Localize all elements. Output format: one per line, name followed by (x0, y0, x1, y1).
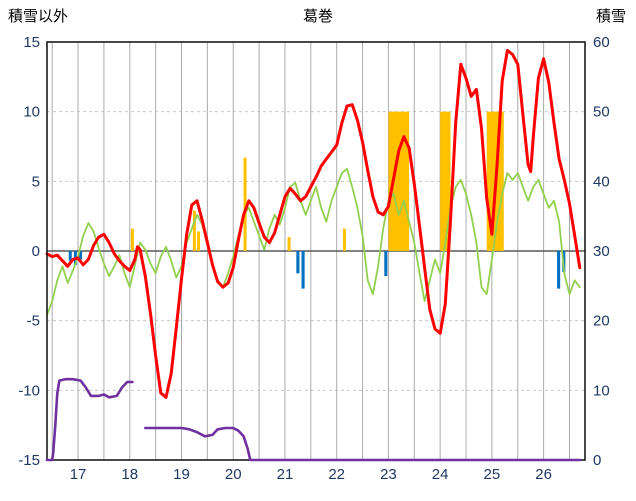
red-series-line (45, 48, 582, 399)
svg-text:20: 20 (593, 313, 610, 330)
x-axis-ticks: 17 18 19 20 21 22 23 24 25 26 (70, 466, 552, 483)
green-series-line (46, 167, 581, 317)
left-axis-ticks: 15 10 5 0 -5 -10 -15 (18, 34, 40, 469)
svg-text:-5: -5 (27, 313, 40, 330)
svg-text:-15: -15 (18, 452, 40, 469)
svg-text:0: 0 (32, 243, 40, 260)
svg-text:10: 10 (23, 104, 40, 121)
svg-text:10: 10 (593, 382, 610, 399)
svg-text:50: 50 (593, 104, 610, 121)
svg-text:40: 40 (593, 173, 610, 190)
svg-text:20: 20 (225, 466, 242, 483)
svg-text:25: 25 (484, 466, 501, 483)
svg-text:23: 23 (380, 466, 397, 483)
svg-text:0: 0 (593, 452, 601, 469)
right-axis-ticks: 60 50 40 30 20 10 0 (593, 34, 610, 469)
left-axis-title: 積雪以外 (8, 8, 69, 25)
svg-text:5: 5 (32, 173, 40, 190)
svg-text:-10: -10 (18, 382, 40, 399)
svg-text:19: 19 (173, 466, 190, 483)
svg-text:17: 17 (70, 466, 87, 483)
svg-text:60: 60 (593, 34, 610, 51)
svg-text:18: 18 (121, 466, 138, 483)
svg-text:21: 21 (277, 466, 294, 483)
svg-text:26: 26 (535, 466, 552, 483)
chart-title: 葛巻 (302, 8, 334, 25)
svg-text:30: 30 (593, 243, 610, 260)
svg-text:24: 24 (432, 466, 449, 483)
purple-series-line (45, 377, 582, 462)
svg-text:15: 15 (23, 34, 40, 51)
svg-text:22: 22 (328, 466, 345, 483)
right-axis-title: 積雪 (595, 8, 626, 25)
